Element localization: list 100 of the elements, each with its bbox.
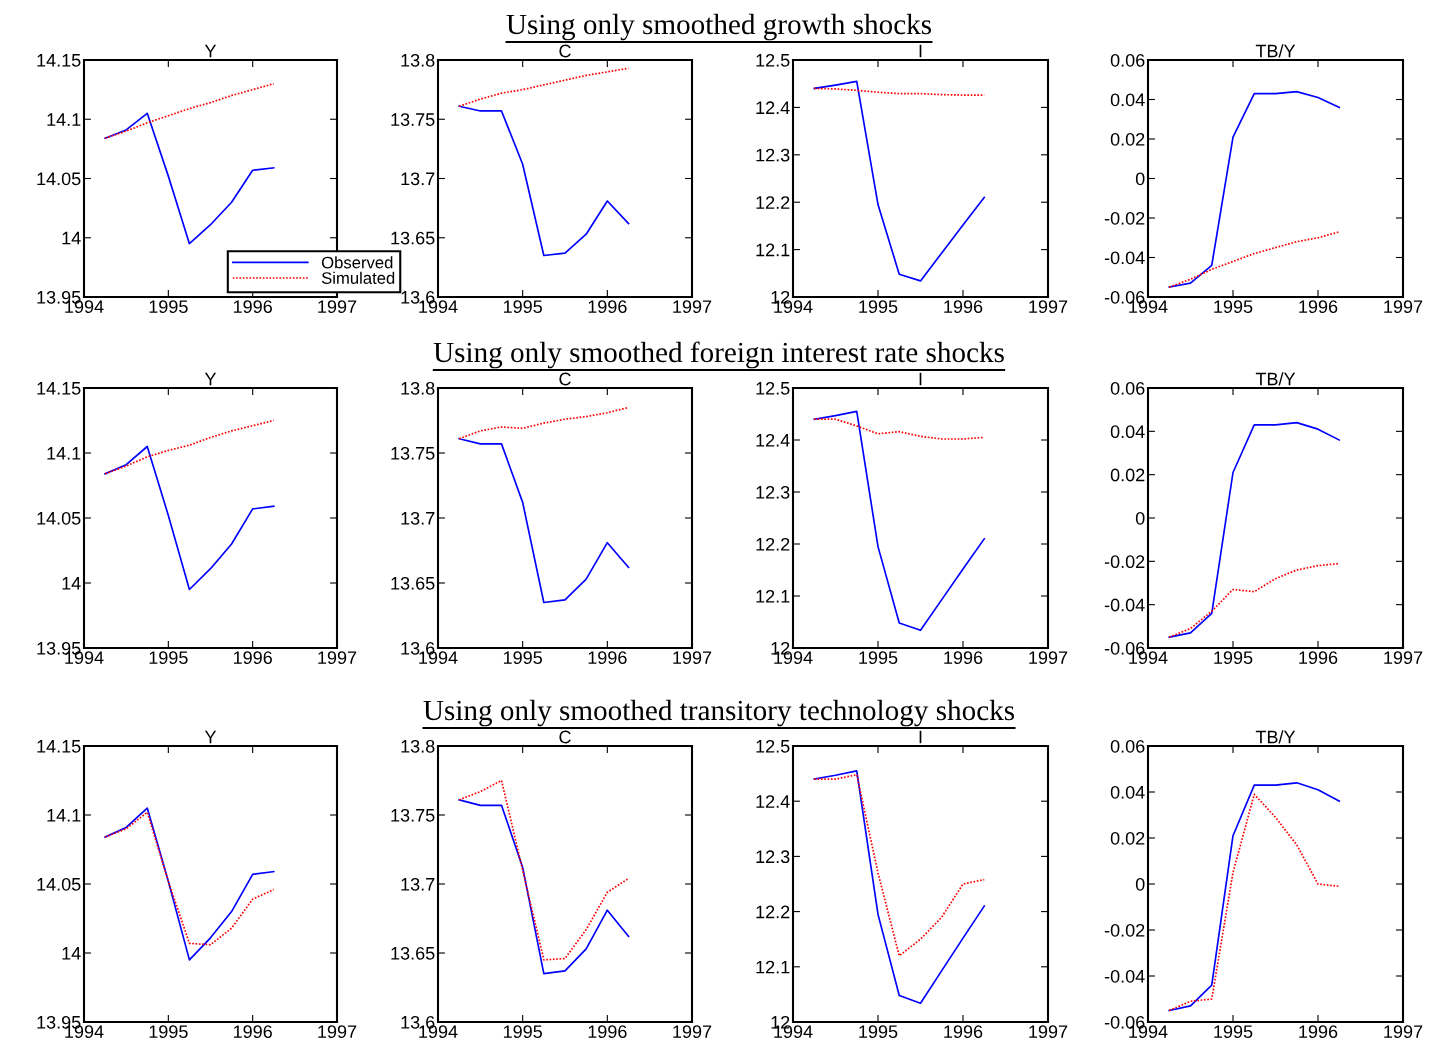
- y-tick-label: 13.8: [401, 381, 435, 395]
- y-tick-label: 0.04: [1110, 93, 1145, 107]
- x-tick-label: 1996: [233, 651, 272, 665]
- y-tick-label: -0.02: [1104, 923, 1145, 937]
- chart-subtitle: Using only smoothed growth shocks: [506, 13, 932, 41]
- y-tick-label: 13.65: [391, 946, 435, 960]
- y-tick-label: -0.04: [1104, 251, 1145, 265]
- chart-title: TB/Y: [1255, 44, 1296, 58]
- x-tick-label: 1997: [1384, 1025, 1423, 1039]
- x-tick-label: 1995: [149, 300, 188, 314]
- x-tick-label: 1997: [673, 1025, 712, 1039]
- line-series: [1168, 562, 1341, 639]
- x-tick-label: 1997: [1029, 651, 1068, 665]
- y-tick-label: 12.5: [756, 381, 790, 395]
- y-tick-label: 13.7: [401, 511, 435, 525]
- y-tick-label: 14: [62, 947, 81, 960]
- x-tick-label: 1997: [318, 1025, 357, 1039]
- x-tick-label: 1997: [673, 300, 712, 314]
- line-series: [458, 406, 630, 440]
- x-tick-label: 1996: [1299, 300, 1338, 314]
- chart-title: TB/Y: [1255, 372, 1296, 386]
- line-series: [813, 418, 986, 440]
- x-tick-label: 1997: [1384, 651, 1423, 665]
- y-tick-label: 0.02: [1110, 468, 1145, 482]
- y-tick-label: 13.65: [391, 576, 435, 590]
- y-tick-label: 0.06: [1110, 53, 1145, 67]
- x-tick-label: 1995: [859, 1025, 898, 1039]
- x-tick-label: 1996: [588, 300, 627, 314]
- y-tick-label: 14.15: [37, 54, 81, 67]
- legend-label: Observed: [321, 256, 393, 269]
- line-series: [458, 105, 630, 257]
- y-tick-label: 14.1: [47, 113, 81, 126]
- y-tick-label: 14.15: [37, 740, 81, 753]
- line-series: [1168, 230, 1341, 288]
- y-tick-label: 13.8: [401, 739, 435, 753]
- chart-title: I: [919, 730, 922, 744]
- x-tick-label: 1995: [1214, 651, 1253, 665]
- line-series: [813, 773, 986, 957]
- y-tick-label: 0.04: [1110, 785, 1145, 799]
- y-tick-label: 0.06: [1110, 739, 1145, 753]
- y-tick-label: 0.02: [1110, 831, 1145, 845]
- y-tick-label: 12.4: [756, 101, 790, 114]
- y-tick-label: 12.3: [756, 485, 790, 499]
- x-tick-label: 1997: [1384, 300, 1423, 314]
- chart-title: C: [559, 44, 571, 58]
- y-tick-label: 13.75: [391, 113, 435, 126]
- line-series: [813, 80, 986, 282]
- y-tick-label: 12.3: [756, 850, 790, 864]
- y-tick-label: 0.04: [1110, 425, 1145, 439]
- line-series: [104, 112, 275, 245]
- chart-title: TB/Y: [1255, 730, 1296, 744]
- chart-title: Y: [204, 44, 217, 58]
- chart-title: C: [559, 372, 571, 386]
- y-tick-label: 12.4: [756, 795, 790, 808]
- y-tick-label: 14: [62, 577, 81, 590]
- line-series: [1168, 90, 1341, 288]
- line-series: [458, 67, 630, 108]
- line-series: [104, 82, 275, 140]
- y-tick-label: 0: [1135, 511, 1145, 525]
- y-tick-label: 12.1: [756, 243, 790, 257]
- x-tick-label: 1995: [149, 1025, 188, 1039]
- chart-title: Y: [204, 730, 217, 744]
- y-tick-label: 14.05: [37, 511, 81, 525]
- y-tick-label: 14.05: [37, 172, 81, 186]
- x-tick-label: 1995: [149, 651, 188, 665]
- x-tick-label: 1995: [1214, 1025, 1253, 1039]
- x-tick-label: 1996: [588, 651, 627, 665]
- x-tick-label: 1995: [859, 651, 898, 665]
- line-series: [458, 779, 630, 961]
- x-tick-label: 1996: [944, 1025, 983, 1039]
- y-tick-label: 12.2: [756, 905, 790, 919]
- y-tick-label: 12.5: [756, 739, 790, 753]
- x-tick-label: 1997: [318, 651, 357, 665]
- y-tick-label: 12.3: [756, 148, 790, 162]
- x-tick-label: 1997: [1029, 1025, 1068, 1039]
- y-tick-label: 13.75: [391, 446, 435, 460]
- y-tick-label: 14.1: [47, 447, 81, 460]
- x-tick-label: 1997: [1029, 300, 1068, 314]
- y-tick-label: 13.8: [401, 53, 435, 67]
- y-tick-label: 0: [1135, 877, 1145, 891]
- x-tick-label: 1996: [1299, 651, 1338, 665]
- y-tick-label: 0.02: [1110, 132, 1145, 146]
- chart-title: I: [919, 44, 922, 58]
- y-tick-label: -0.04: [1104, 969, 1145, 983]
- x-tick-label: 1996: [944, 651, 983, 665]
- line-series: [813, 410, 986, 632]
- line-series: [458, 798, 630, 975]
- line-series: [104, 419, 275, 475]
- x-tick-label: 1996: [588, 1025, 627, 1039]
- x-tick-label: 1996: [944, 300, 983, 314]
- line-series: [104, 445, 275, 591]
- chart-title: Y: [204, 372, 217, 386]
- y-tick-label: 12.4: [756, 433, 790, 447]
- y-tick-label: -0.02: [1104, 211, 1145, 225]
- x-tick-label: 1997: [673, 651, 712, 665]
- y-tick-label: 12.2: [756, 196, 790, 209]
- x-tick-label: 1995: [503, 651, 542, 665]
- y-tick-label: 12.1: [756, 589, 790, 603]
- chart-title: C: [559, 730, 571, 744]
- chart-subtitle: Using only smoothed foreign interest rate shocks: [433, 341, 1004, 369]
